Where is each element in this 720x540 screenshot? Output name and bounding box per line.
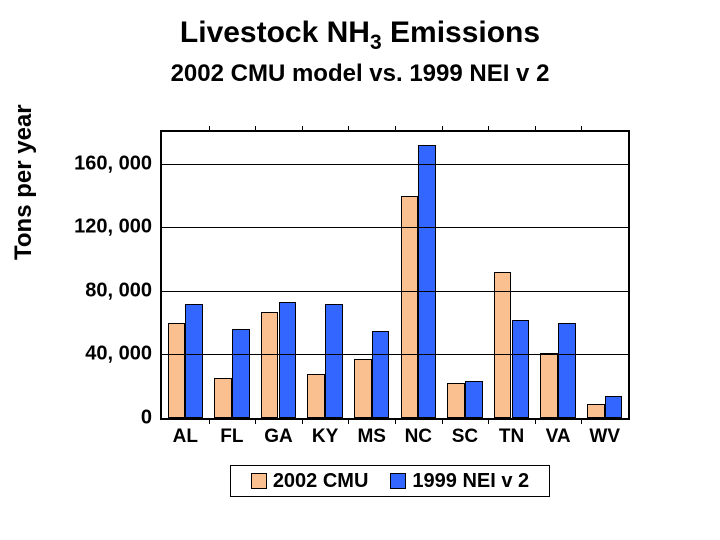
x-tickmark (581, 126, 582, 132)
x-tickmark (302, 418, 303, 424)
x-tickmark (395, 126, 396, 132)
bar (447, 383, 465, 418)
gridline (162, 164, 628, 165)
bar (512, 320, 530, 419)
bar (494, 272, 512, 418)
x-tickmark (488, 418, 489, 424)
x-tick-label: MS (357, 426, 386, 448)
bar (307, 374, 325, 418)
bar (465, 381, 483, 418)
x-tickmark (535, 418, 536, 424)
x-tickmark (395, 418, 396, 424)
title-sub: 3 (370, 31, 382, 54)
bar (354, 359, 372, 418)
page-root: Livestock NH3 Emissions 2002 CMU model v… (0, 0, 720, 540)
legend-label-2: 1999 NEI v 2 (412, 470, 529, 492)
legend-item-2: 1999 NEI v 2 (390, 470, 529, 493)
legend-item-1: 2002 CMU (251, 470, 369, 493)
x-tickmark (348, 126, 349, 132)
gridline (162, 354, 628, 355)
bar (401, 196, 419, 418)
x-tick-label: VA (546, 426, 571, 448)
bar (214, 378, 232, 418)
x-tickmark (209, 418, 210, 424)
bar (185, 304, 203, 418)
bar (540, 353, 558, 418)
x-tickmark (535, 126, 536, 132)
gridline (162, 227, 628, 228)
y-tick-label: 0 (141, 407, 152, 430)
legend-swatch-2 (390, 473, 406, 489)
bar (232, 329, 250, 418)
title-post: Emissions (382, 16, 540, 49)
bar (418, 145, 436, 418)
title-pre: Livestock NH (180, 16, 370, 49)
legend: 2002 CMU 1999 NEI v 2 (230, 465, 550, 497)
bar (605, 396, 623, 418)
bar (261, 312, 279, 418)
y-tick-label: 120, 000 (74, 216, 152, 239)
bar (372, 331, 390, 418)
x-tickmark (442, 418, 443, 424)
bar (279, 302, 297, 418)
x-tick-label: GA (264, 426, 293, 448)
x-tick-label: TN (499, 426, 524, 448)
x-tickmark (302, 126, 303, 132)
chart-title: Livestock NH3 Emissions (0, 16, 720, 55)
y-tick-label: 80, 000 (85, 279, 152, 302)
bar (587, 404, 605, 418)
x-tickmark (442, 126, 443, 132)
legend-swatch-1 (251, 473, 267, 489)
plot-frame: 040, 00080, 000120, 000160, 000ALFLGAKYM… (160, 130, 630, 420)
y-tick-label: 160, 000 (74, 152, 152, 175)
y-axis-label: Tons per year (10, 104, 38, 260)
bar (325, 304, 343, 418)
x-tickmark (209, 126, 210, 132)
x-tickmark (488, 126, 489, 132)
x-tick-label: FL (220, 426, 243, 448)
x-tick-label: WV (589, 426, 620, 448)
x-tickmark (255, 418, 256, 424)
y-tick-label: 40, 000 (85, 343, 152, 366)
bars-layer (162, 132, 628, 418)
plot-area: 040, 00080, 000120, 000160, 000ALFLGAKYM… (160, 130, 630, 420)
x-tick-label: KY (312, 426, 338, 448)
legend-label-1: 2002 CMU (273, 470, 369, 492)
gridline (162, 291, 628, 292)
bar (558, 323, 576, 418)
x-tickmark (255, 126, 256, 132)
x-tickmark (581, 418, 582, 424)
x-tickmark (348, 418, 349, 424)
chart-subtitle: 2002 CMU model vs. 1999 NEI v 2 (0, 60, 720, 88)
x-tick-label: NC (405, 426, 432, 448)
x-tick-label: AL (173, 426, 198, 448)
x-tick-label: SC (452, 426, 478, 448)
bar (168, 323, 186, 418)
